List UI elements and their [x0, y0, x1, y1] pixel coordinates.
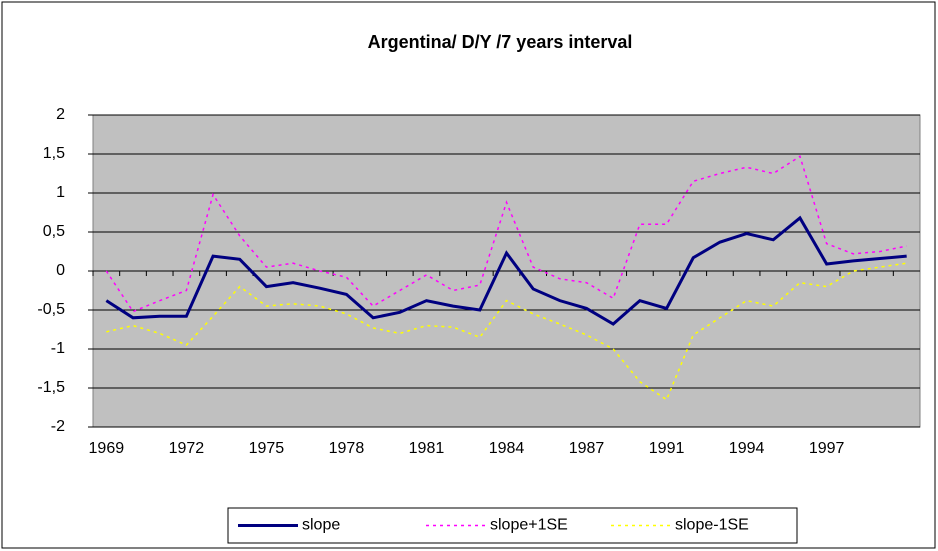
x-tick-label: 1981	[409, 440, 445, 457]
y-tick-label: -1	[51, 340, 65, 357]
data-line	[106, 262, 907, 401]
data-line	[105, 155, 907, 313]
x-tick-label: 1997	[809, 440, 845, 457]
x-tick-label: 1991	[649, 440, 685, 457]
y-tick-label: -0,5	[37, 301, 65, 318]
x-tick-label: 1994	[729, 440, 765, 457]
legend-label: slope	[302, 517, 340, 534]
x-tick-label: 1975	[249, 440, 285, 457]
y-tick-label: 2	[56, 106, 65, 123]
x-tick-label: 1969	[89, 440, 125, 457]
legend-label: slope-1SE	[675, 517, 749, 534]
legend-box	[227, 507, 798, 544]
x-tick-label: 1984	[489, 440, 525, 457]
y-tick-label: -2	[51, 418, 65, 435]
x-tick-label: 1978	[329, 440, 365, 457]
y-tick-label: 1	[56, 184, 65, 201]
y-tick-label: 1,5	[43, 145, 65, 162]
data-line	[105, 215, 907, 326]
legend-label: slope+1SE	[490, 517, 568, 534]
y-tick-label: 0	[56, 262, 65, 279]
x-tick-label: 1972	[169, 440, 205, 457]
x-tick-label: 1987	[569, 440, 605, 457]
y-tick-label: 0,5	[43, 223, 65, 240]
y-tick-label: -1,5	[37, 379, 65, 396]
chart-title: Argentina/ D/Y /7 years interval	[368, 32, 633, 52]
